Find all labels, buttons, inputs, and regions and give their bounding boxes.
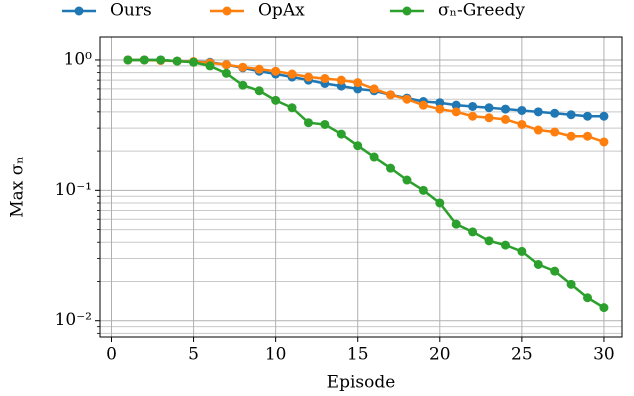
series-line (127, 58, 605, 309)
point (402, 175, 412, 185)
point (303, 118, 313, 128)
point (435, 104, 445, 114)
point (550, 266, 560, 276)
point (468, 101, 478, 111)
plot-frame (99, 36, 623, 338)
point (353, 84, 363, 94)
point (156, 55, 166, 65)
x-tick-label: 20 (429, 345, 451, 365)
point (320, 74, 330, 84)
x-axis-label: Episode (327, 373, 396, 393)
legend-marker (222, 6, 232, 16)
point (386, 90, 396, 100)
point (238, 62, 248, 72)
y-tick-label: 10⁻¹ (55, 180, 92, 200)
point (599, 111, 609, 121)
point (583, 111, 593, 121)
point (205, 61, 215, 71)
x-tick-label: 5 (188, 345, 199, 365)
point (435, 198, 445, 208)
x-tick-label: 0 (106, 345, 117, 365)
point (566, 131, 576, 141)
point (583, 293, 593, 303)
x-tick-label: 30 (593, 345, 615, 365)
point (451, 107, 461, 117)
point (451, 100, 461, 110)
point (172, 56, 182, 66)
point (550, 127, 560, 137)
y-tick-label: 10⁰ (64, 49, 93, 69)
point (238, 80, 248, 90)
legend-label: OpAx (258, 1, 305, 21)
point (303, 72, 313, 82)
point (566, 279, 576, 289)
point (583, 131, 593, 141)
legend-label: Ours (110, 1, 152, 21)
point (484, 236, 494, 246)
point (221, 68, 231, 78)
x-tick-label: 15 (347, 345, 369, 365)
y-axis-label: Max σₙ (8, 156, 28, 218)
point (287, 103, 297, 113)
point (517, 246, 527, 256)
series-line (127, 58, 604, 118)
point (271, 66, 281, 76)
point (139, 55, 149, 65)
point (418, 185, 428, 195)
point (566, 110, 576, 120)
x-tick-label: 10 (265, 345, 287, 365)
point (369, 84, 379, 94)
point (533, 125, 543, 135)
point (353, 78, 363, 88)
point (484, 103, 494, 113)
legend-marker (74, 6, 84, 16)
legend-marker (402, 6, 412, 16)
legend-label: σₙ-Greedy (438, 1, 525, 21)
point (189, 57, 199, 67)
point (517, 119, 527, 129)
point (435, 98, 445, 108)
point (336, 129, 346, 139)
point (468, 111, 478, 121)
point (287, 69, 297, 79)
point (550, 108, 560, 118)
point (320, 119, 330, 129)
point (599, 137, 609, 147)
point (418, 100, 428, 110)
point (123, 55, 133, 65)
point (533, 107, 543, 117)
point (254, 86, 264, 96)
point (468, 227, 478, 237)
point (369, 152, 379, 162)
point (500, 240, 510, 250)
point (484, 113, 494, 123)
point (336, 75, 346, 85)
point (451, 219, 461, 229)
point (517, 105, 527, 115)
point (271, 95, 281, 105)
point (254, 64, 264, 74)
point (353, 141, 363, 151)
point (221, 60, 231, 70)
point (402, 94, 412, 104)
y-tick-label: 10⁻² (55, 310, 92, 330)
x-tick-label: 25 (511, 345, 533, 365)
point (386, 163, 396, 173)
point (599, 303, 609, 313)
point (533, 259, 543, 269)
point (500, 104, 510, 114)
point (500, 114, 510, 124)
